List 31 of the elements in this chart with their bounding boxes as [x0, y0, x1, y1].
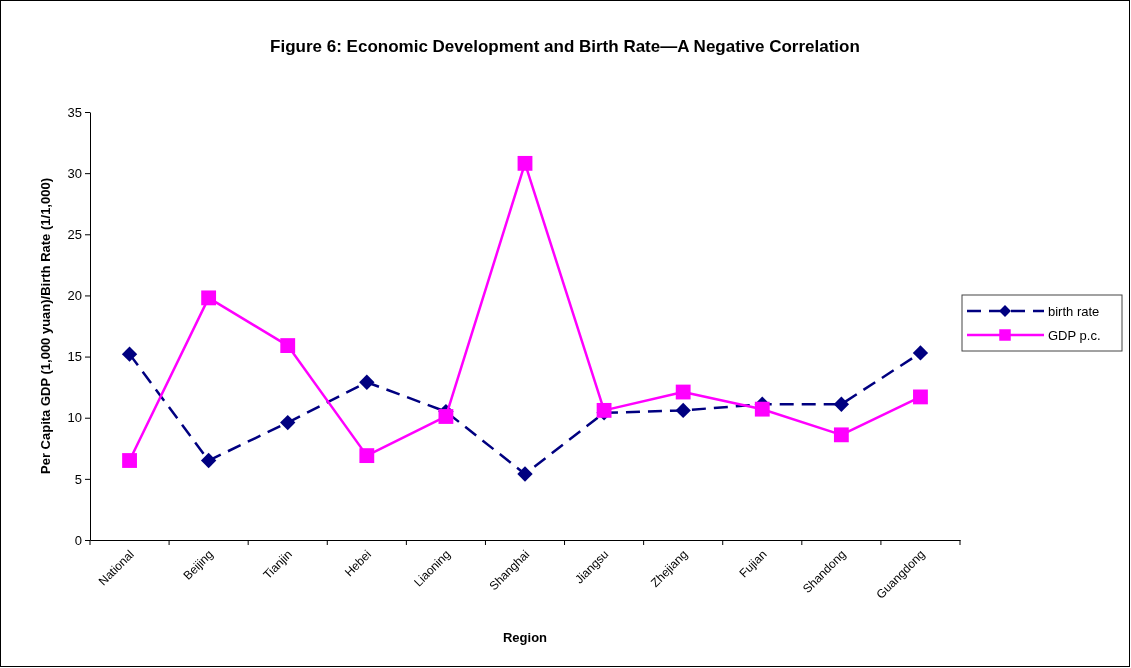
text: birth rate	[1048, 303, 1100, 319]
x-axis-title: Region	[502, 630, 548, 645]
y-axis-title: Per Capita GDP (1,000 yuan)/Birth Rate (1/1,000)	[38, 178, 53, 474]
point	[675, 402, 691, 419]
point	[912, 345, 929, 361]
chart-title: Figure 6: Economic Development and Birth Rate—A Negative Correlation	[270, 37, 860, 56]
point	[122, 453, 137, 468]
y-tick-label: 5	[74, 471, 82, 487]
point	[833, 396, 850, 412]
y-tick-label: 0	[74, 532, 82, 548]
y-tick-label: 15	[67, 349, 82, 365]
point	[280, 414, 296, 431]
y-tick-label: 25	[67, 226, 82, 242]
point	[438, 409, 454, 424]
point	[359, 448, 375, 464]
y-tick-label: 35	[67, 104, 82, 120]
point	[675, 384, 691, 400]
point	[833, 427, 849, 443]
point	[121, 346, 138, 362]
point	[517, 466, 533, 482]
point	[280, 338, 296, 353]
point	[200, 452, 217, 469]
point	[201, 290, 217, 306]
text: GDP p.c.	[1048, 327, 1101, 343]
point	[359, 374, 375, 390]
y-tick-label: 10	[67, 410, 82, 426]
point	[754, 401, 770, 417]
point	[517, 155, 533, 171]
point	[913, 389, 928, 405]
y-tick-label: 20	[67, 288, 82, 304]
y-tick-label: 30	[67, 165, 82, 181]
